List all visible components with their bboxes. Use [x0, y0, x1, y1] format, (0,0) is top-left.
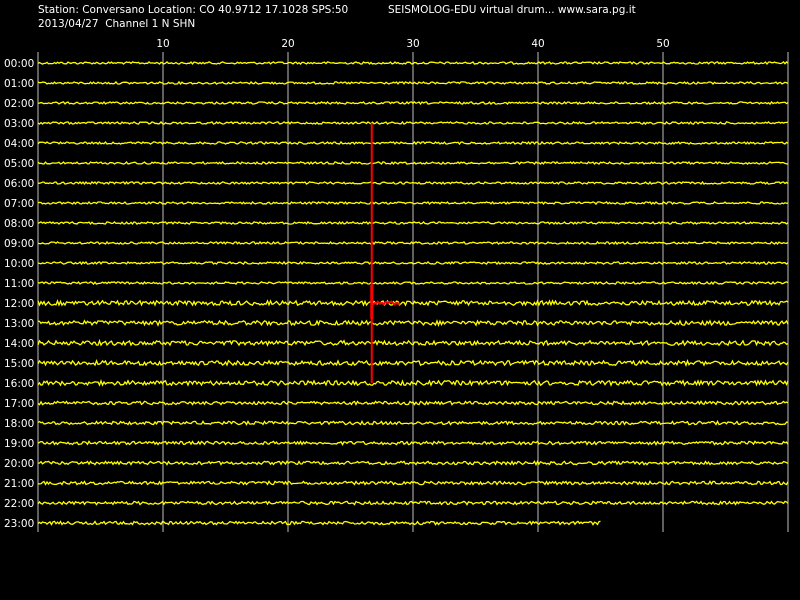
trace-03:00: [37, 120, 789, 126]
event-marker: [370, 123, 401, 383]
trace-11:00: [37, 280, 789, 286]
minute-tick-label: 30: [406, 38, 419, 50]
trace-13:00: [37, 319, 789, 327]
trace-23:00: [37, 520, 601, 526]
trace-12:00: [37, 299, 789, 307]
hour-label: 08:00: [4, 218, 34, 230]
hour-label: 05:00: [4, 158, 34, 170]
trace-14:00: [37, 338, 789, 347]
hour-label: 01:00: [4, 78, 34, 90]
trace-20:00: [37, 459, 789, 467]
trace-05:00: [37, 160, 788, 166]
trace-00:00: [37, 60, 789, 66]
trace-18:00: [37, 419, 789, 426]
trace-04:00: [37, 140, 789, 146]
hour-label: 18:00: [4, 418, 34, 430]
hour-label: 12:00: [4, 298, 34, 310]
trace-02:00: [38, 100, 789, 106]
hour-label: 03:00: [4, 118, 34, 130]
hour-label: 00:00: [4, 58, 34, 70]
trace-16:00: [37, 378, 789, 387]
trace-01:00: [37, 80, 789, 86]
hour-label: 21:00: [4, 478, 34, 490]
hour-label: 20:00: [4, 458, 34, 470]
trace-08:00: [37, 220, 789, 226]
trace-07:00: [37, 200, 789, 206]
minute-tick-label: 20: [281, 38, 294, 50]
hour-label: 10:00: [4, 258, 34, 270]
minute-axis: 10 20 30 40 50: [156, 38, 669, 50]
minute-grid: [37, 52, 789, 532]
hour-label: 07:00: [4, 198, 34, 210]
trace-21:00: [37, 480, 789, 486]
trace-06:00: [37, 180, 789, 186]
hour-label: 14:00: [4, 338, 34, 350]
hour-label: 02:00: [4, 98, 34, 110]
hour-label: 09:00: [4, 238, 34, 250]
event-signal: [371, 300, 401, 306]
hour-label: 15:00: [4, 358, 34, 370]
app-title: SEISMOLOG-EDU virtual drum... www.sara.p…: [388, 4, 636, 16]
trace-set: [37, 60, 789, 526]
trace-15:00: [37, 358, 789, 368]
hour-label: 13:00: [4, 318, 34, 330]
hour-axis: 00:00 01:00 02:00 03:00 04:00 05:00 06:00 07:00…: [4, 58, 34, 530]
hour-label: 06:00: [4, 178, 34, 190]
station-info: Station: Conversano Location: CO 40.9712…: [38, 4, 349, 16]
minute-tick-label: 10: [156, 38, 169, 50]
hour-label: 23:00: [4, 518, 34, 530]
trace-10:00: [37, 260, 789, 266]
hour-label: 22:00: [4, 498, 34, 510]
hour-label: 17:00: [4, 398, 34, 410]
hour-label: 04:00: [4, 138, 34, 150]
hour-label: 11:00: [4, 278, 34, 290]
date-channel-info: 2013/04/27 Channel 1 N SHN: [38, 18, 196, 30]
trace-09:00: [37, 240, 789, 246]
minute-tick-label: 40: [531, 38, 544, 50]
trace-19:00: [37, 440, 789, 446]
minute-tick-label: 50: [656, 38, 669, 50]
hour-label: 19:00: [4, 438, 34, 450]
hour-label: 16:00: [4, 378, 34, 390]
trace-22:00: [37, 500, 789, 506]
trace-17:00: [37, 400, 789, 406]
